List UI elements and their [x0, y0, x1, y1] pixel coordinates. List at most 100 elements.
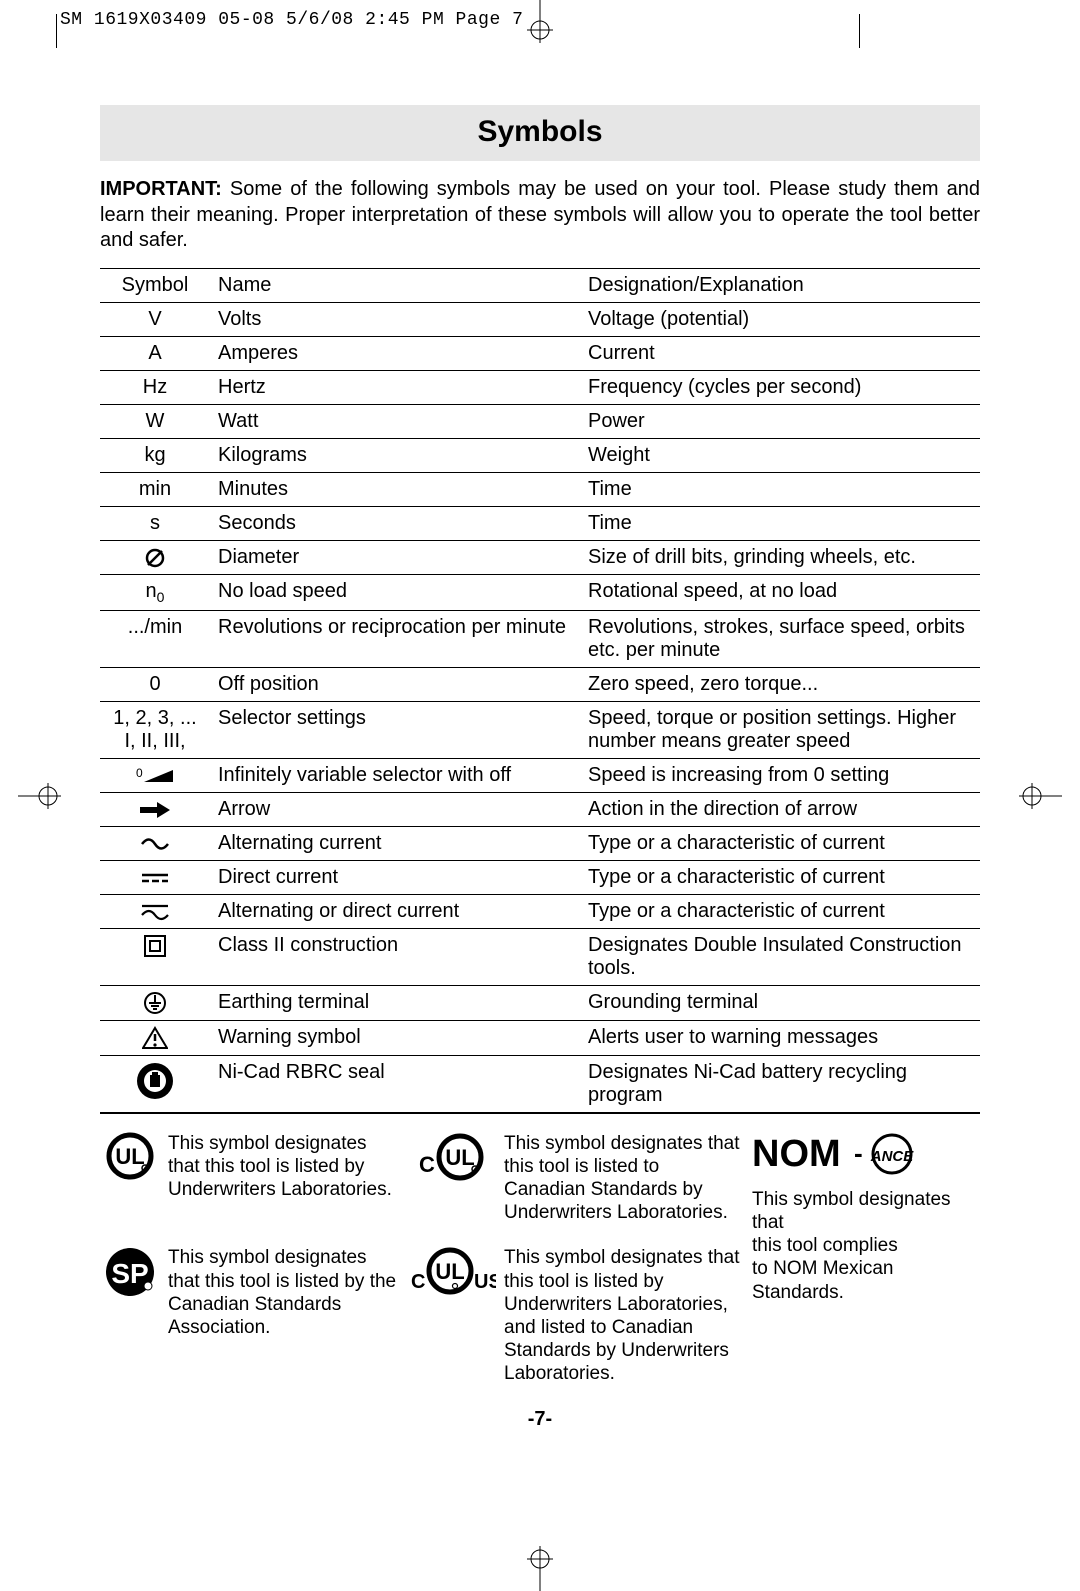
ul-logo-icon: UL	[100, 1132, 160, 1225]
table-header-symbol: Symbol	[100, 268, 210, 302]
name-cell: Hertz	[210, 370, 580, 404]
name-cell: Class II construction	[210, 928, 580, 985]
svg-text:C: C	[411, 1271, 425, 1293]
desc-cell: Type or a characteristic of current	[580, 826, 980, 860]
intro-bold: IMPORTANT:	[100, 178, 222, 200]
symbol-cell	[100, 860, 210, 894]
diameter-icon	[144, 546, 166, 568]
class2-icon	[143, 934, 167, 956]
table-row: Alternating currentType or a characteris…	[100, 826, 980, 860]
name-cell: Watt	[210, 404, 580, 438]
table-row: HzHertzFrequency (cycles per second)	[100, 370, 980, 404]
symbol-cell: .../min	[100, 610, 210, 667]
symbol-cell: n0	[100, 574, 210, 610]
table-row: 0Infinitely variable selector with offSp…	[100, 758, 980, 792]
desc-cell: Current	[580, 336, 980, 370]
desc-cell: Power	[580, 404, 980, 438]
table-row: Direct currentType or a characteristic o…	[100, 860, 980, 894]
rbrc-icon	[135, 1069, 175, 1091]
svg-text:UL: UL	[445, 1145, 474, 1170]
certification-section: UL This symbol designates that this tool…	[100, 1132, 980, 1386]
name-cell: Infinitely variable selector with off	[210, 758, 580, 792]
table-row: Alternating or direct currentType or a c…	[100, 894, 980, 928]
name-cell: Kilograms	[210, 438, 580, 472]
desc-cell: Type or a characteristic of current	[580, 860, 980, 894]
desc-cell: Speed, torque or position settings. High…	[580, 701, 980, 758]
culus-logo-icon: CULUS	[406, 1246, 496, 1385]
name-cell: Off position	[210, 667, 580, 701]
table-row: 0Off positionZero speed, zero torque...	[100, 667, 980, 701]
desc-cell: Designates Ni-Cad battery recycling prog…	[580, 1055, 980, 1113]
svg-text:C: C	[419, 1152, 435, 1177]
table-row: AAmperesCurrent	[100, 336, 980, 370]
print-header: SM 1619X03409 05-08 5/6/08 2:45 PM Page …	[60, 10, 523, 30]
table-row: DiameterSize of drill bits, grinding whe…	[100, 540, 980, 574]
trim-line	[859, 14, 860, 48]
csa-logo-icon: SP	[100, 1246, 160, 1385]
desc-cell: Type or a characteristic of current	[580, 894, 980, 928]
desc-cell: Rotational speed, at no load	[580, 574, 980, 610]
desc-cell: Zero speed, zero torque...	[580, 667, 980, 701]
table-row: sSecondsTime	[100, 506, 980, 540]
table-row: minMinutesTime	[100, 472, 980, 506]
section-title-band: Symbols	[100, 105, 980, 161]
acdc-icon	[140, 900, 170, 922]
cul-logo-icon: C UL	[406, 1132, 496, 1225]
name-cell: Earthing terminal	[210, 985, 580, 1020]
symbol-cell: 0	[100, 758, 210, 792]
table-row: kgKilogramsWeight	[100, 438, 980, 472]
ul-description: This symbol designates that this tool is…	[168, 1132, 398, 1225]
desc-cell: Alerts user to warning messages	[580, 1020, 980, 1055]
registration-mark-icon	[520, 1543, 560, 1591]
desc-cell: Designates Double Insulated Construction…	[580, 928, 980, 985]
table-header-name: Name	[210, 268, 580, 302]
desc-cell: Action in the direction of arrow	[580, 792, 980, 826]
desc-cell: Revolutions, strokes, surface speed, orb…	[580, 610, 980, 667]
registration-mark-icon	[520, 0, 560, 48]
desc-cell: Voltage (potential)	[580, 302, 980, 336]
symbol-cell: s	[100, 506, 210, 540]
arrow-icon	[140, 798, 170, 820]
svg-text:ANCE: ANCE	[870, 1148, 914, 1165]
table-row: 1, 2, 3, ...I, II, III,Selector settings…	[100, 701, 980, 758]
symbol-cell: 1, 2, 3, ...I, II, III,	[100, 701, 210, 758]
name-cell: Volts	[210, 302, 580, 336]
symbol-cell	[100, 540, 210, 574]
symbol-cell: kg	[100, 438, 210, 472]
intro-paragraph: IMPORTANT: Some of the following symbols…	[100, 177, 980, 254]
symbol-cell	[100, 985, 210, 1020]
symbol-cell: min	[100, 472, 210, 506]
svg-text:UL: UL	[435, 1259, 464, 1284]
warning-icon	[142, 1026, 168, 1048]
name-cell: Alternating or direct current	[210, 894, 580, 928]
symbol-cell	[100, 792, 210, 826]
table-row: Class II constructionDesignates Double I…	[100, 928, 980, 985]
name-cell: No load speed	[210, 574, 580, 610]
symbol-cell	[100, 928, 210, 985]
ramp-icon: 0	[135, 764, 175, 786]
table-header-desc: Designation/Explanation	[580, 268, 980, 302]
symbol-cell: W	[100, 404, 210, 438]
table-row: Earthing terminalGrounding terminal	[100, 985, 980, 1020]
symbol-cell	[100, 1055, 210, 1113]
registration-mark-icon	[1014, 776, 1062, 816]
desc-cell: Frequency (cycles per second)	[580, 370, 980, 404]
desc-cell: Grounding terminal	[580, 985, 980, 1020]
csa-description: This symbol designates that this tool is…	[168, 1246, 398, 1385]
table-row: ArrowAction in the direction of arrow	[100, 792, 980, 826]
desc-cell: Weight	[580, 438, 980, 472]
symbol-cell: V	[100, 302, 210, 336]
earth-icon	[143, 991, 167, 1013]
svg-text:UL: UL	[115, 1144, 144, 1169]
svg-text:-: -	[854, 1138, 863, 1168]
page-number: -7-	[100, 1408, 980, 1431]
name-cell: Alternating current	[210, 826, 580, 860]
ac-icon	[140, 832, 170, 854]
name-cell: Seconds	[210, 506, 580, 540]
symbols-table: SymbolNameDesignation/Explanation VVoltsV…	[100, 268, 980, 1114]
name-cell: Warning symbol	[210, 1020, 580, 1055]
dc-icon	[140, 866, 170, 888]
nom-description: This symbol designates that this tool co…	[752, 1188, 982, 1304]
svg-text:NOM: NOM	[752, 1133, 841, 1175]
symbol-cell	[100, 1020, 210, 1055]
